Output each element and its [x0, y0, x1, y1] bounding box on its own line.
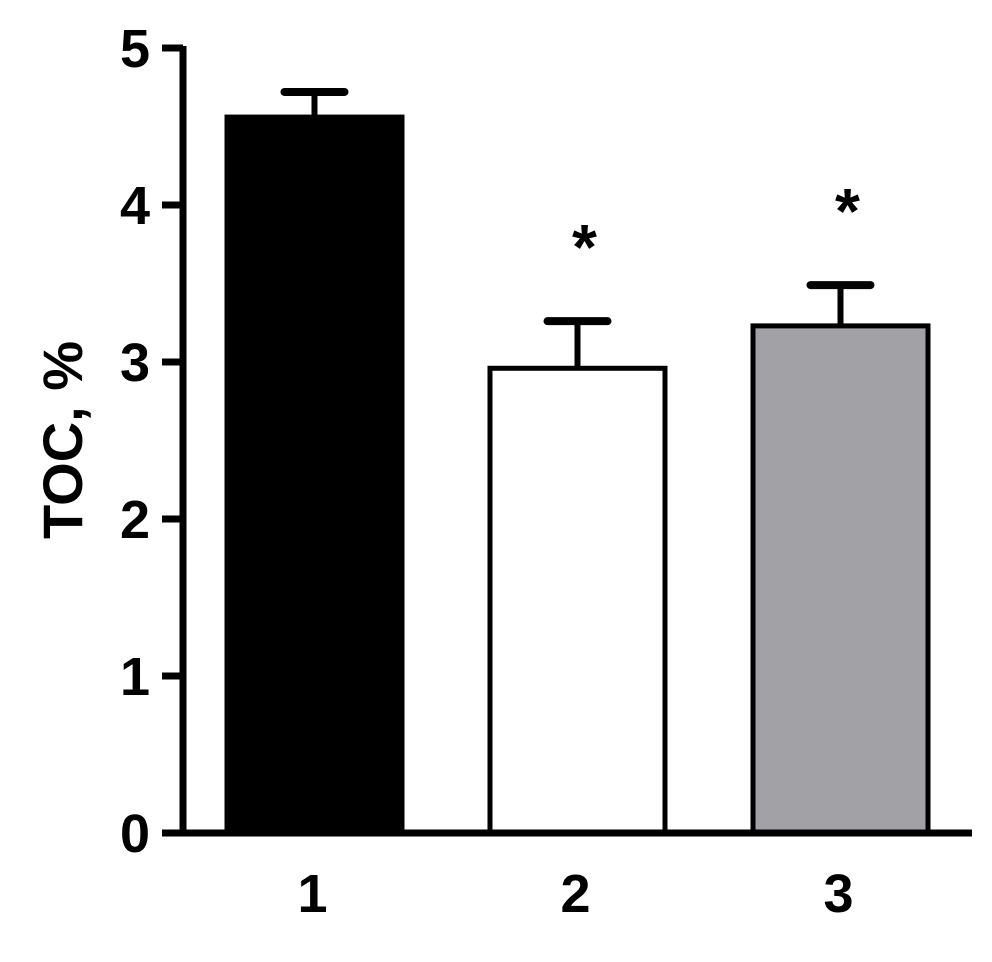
y-tick-label: 1	[120, 647, 150, 707]
y-tick-label: 3	[120, 333, 150, 393]
y-tick-label: 2	[120, 490, 150, 550]
bar-3	[750, 323, 931, 836]
bars-layer: **	[224, 87, 931, 836]
bar-2	[487, 365, 668, 836]
x-tick-label: 3	[823, 864, 853, 924]
significance-marker: *	[572, 211, 597, 283]
y-tick-label: 4	[120, 176, 150, 236]
y-axis-label: TOC, %	[31, 341, 94, 539]
y-ticks: 0 1 2 3 4 5	[120, 19, 183, 864]
significance-marker: *	[835, 175, 860, 247]
x-tick-label: 1	[297, 864, 327, 924]
bar-1	[224, 114, 405, 836]
y-tick-label: 0	[120, 804, 150, 864]
x-tick-label: 2	[560, 864, 590, 924]
y-tick-label: 5	[120, 19, 150, 79]
x-ticks: 1 2 3	[297, 864, 853, 924]
